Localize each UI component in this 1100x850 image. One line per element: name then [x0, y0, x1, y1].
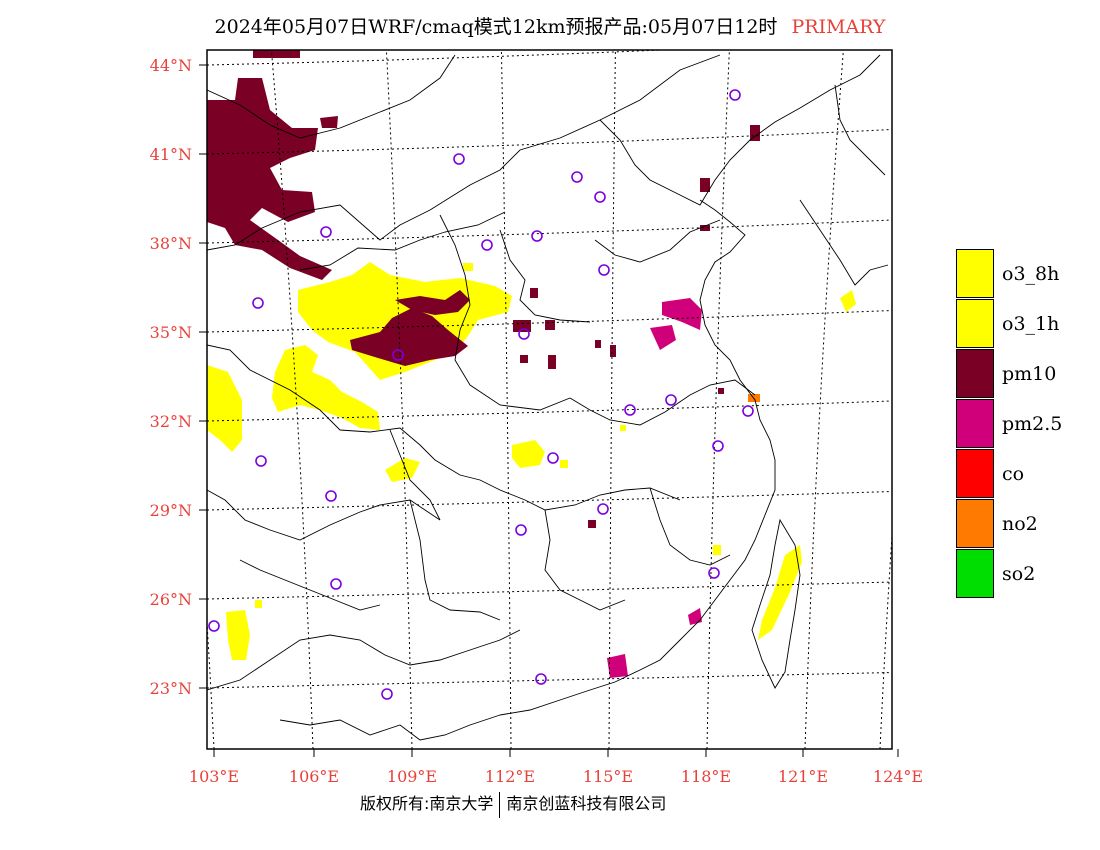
legend-label: o3_8h [1002, 263, 1060, 285]
station-marker [392, 349, 404, 361]
lon-label: 103°E [189, 767, 239, 786]
o3-region-sichuan [272, 345, 380, 430]
station-marker [481, 239, 493, 251]
station-marker [624, 404, 636, 416]
lat-label: 35°N [150, 323, 192, 342]
lat-label: 32°N [150, 412, 192, 431]
legend-item: pm2.5 [956, 399, 1096, 449]
station-marker [712, 440, 724, 452]
lon-label: 109°E [387, 767, 437, 786]
legend-swatch [956, 249, 994, 298]
pm10-region-northwest [207, 78, 332, 280]
lat-label: 26°N [150, 590, 192, 609]
station-marker [252, 297, 264, 309]
o3-region-chongqing [385, 458, 420, 482]
station-marker [708, 567, 720, 579]
station-marker [598, 264, 610, 276]
legend-label: no2 [1002, 513, 1038, 535]
footer: 版权所有:南京大学 南京创蓝科技有限公司 [360, 790, 666, 818]
graticule [207, 50, 892, 749]
legend-label: pm10 [1002, 363, 1057, 385]
station-marker [531, 230, 543, 242]
copyright-text: 版权所有:南京大学 [360, 794, 494, 813]
longitude-labels: 103°E 106°E 109°E 112°E 115°E 118°E 121°E 124°E [189, 749, 923, 786]
lat-label: 44°N [150, 56, 192, 75]
lat-label: 38°N [150, 234, 192, 253]
o3-region-west [207, 365, 242, 452]
title-text: 2024年05月07日WRF/cmaq模式12km预报产品:05月07日12时 [214, 16, 778, 38]
lat-label: 29°N [150, 501, 192, 520]
o3-scatter [255, 263, 721, 608]
legend-item: o3_8h [956, 249, 1096, 299]
station-marker [330, 578, 342, 590]
station-marker [515, 524, 527, 536]
legend-item: co [956, 449, 1096, 499]
o3-region-taiwan [758, 545, 802, 640]
station-marker [255, 455, 267, 467]
legend-label: o3_1h [1002, 313, 1060, 335]
legend-swatch [956, 449, 994, 498]
legend-item: no2 [956, 499, 1096, 549]
lon-label: 118°E [681, 767, 731, 786]
station-marker [453, 153, 465, 165]
o3-region-east-sea [840, 290, 856, 312]
lat-label: 23°N [150, 679, 192, 698]
o3-region-yunnan [226, 610, 250, 660]
lon-label: 115°E [583, 767, 633, 786]
station-markers [208, 89, 754, 700]
pm10-region-loess [350, 308, 468, 366]
station-marker [320, 226, 332, 238]
pollution-fields [207, 50, 856, 678]
lon-label: 121°E [778, 767, 828, 786]
station-marker [665, 394, 677, 406]
latitude-labels: 44°N 41°N 38°N 35°N 32°N 29°N 26°N 23°N [150, 56, 207, 698]
station-marker [729, 89, 741, 101]
station-marker [594, 191, 606, 203]
station-marker [518, 328, 530, 340]
pm25-region-jiangsu [650, 325, 676, 350]
primary-label: PRIMARY [791, 16, 886, 38]
legend-label: pm2.5 [1002, 413, 1063, 435]
legend-swatch [956, 299, 994, 348]
legend-swatch [956, 349, 994, 398]
legend-item: o3_1h [956, 299, 1096, 349]
company-text: 南京创蓝科技有限公司 [506, 794, 667, 813]
pm25-region-shandong [662, 298, 702, 330]
lon-label: 106°E [289, 767, 339, 786]
legend-swatch [956, 399, 994, 448]
legend-label: co [1002, 463, 1025, 485]
pm10-region-loess-2 [395, 290, 470, 315]
station-marker [742, 405, 754, 417]
pm10-region-northtop [253, 50, 300, 58]
station-marker [325, 490, 337, 502]
pm10-scatter [513, 125, 760, 528]
province-boundaries [207, 54, 889, 741]
lon-label: 112°E [485, 767, 535, 786]
pm10-region-inner [320, 116, 338, 128]
footer-divider [499, 791, 501, 818]
station-marker [381, 688, 393, 700]
pm25-region-fujian [688, 608, 702, 625]
station-marker [547, 452, 559, 464]
station-marker [597, 503, 609, 515]
legend-item: so2 [956, 549, 1096, 599]
legend-swatch [956, 549, 994, 598]
legend-swatch [956, 499, 994, 548]
lon-label: 124°E [873, 767, 923, 786]
pm25-region-guangdong [607, 654, 628, 678]
lat-label: 41°N [150, 145, 192, 164]
station-marker [208, 620, 220, 632]
o3-region-hunan [512, 440, 545, 468]
legend-label: so2 [1002, 563, 1036, 585]
station-marker [535, 673, 547, 685]
map-frame [206, 49, 893, 750]
legend-item: pm10 [956, 349, 1096, 399]
station-marker [571, 171, 583, 183]
map-title: 2024年05月07日WRF/cmaq模式12km预报产品:05月07日12时 P… [0, 12, 1100, 39]
legend: o3_8h o3_1h pm10 pm2.5 co no2 so2 [956, 249, 1096, 599]
